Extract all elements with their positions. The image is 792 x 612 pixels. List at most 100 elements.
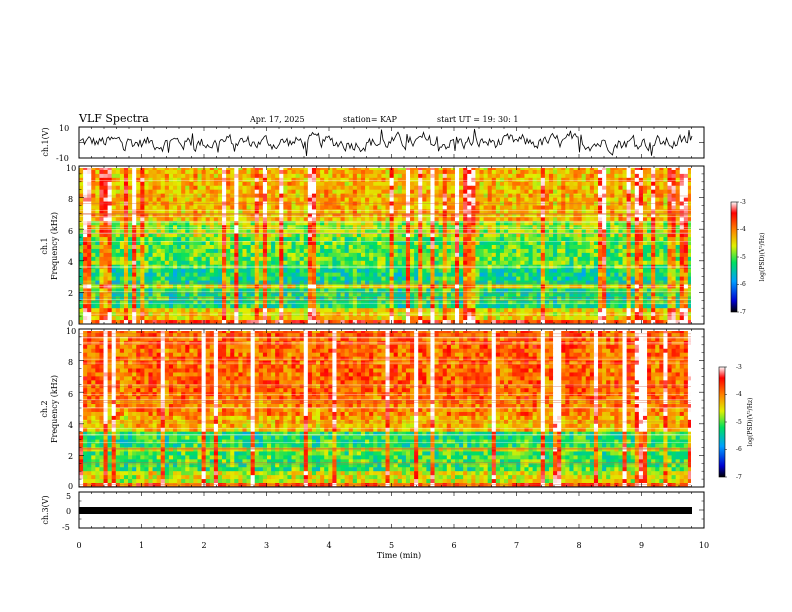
spectrogram-cell xyxy=(205,288,211,293)
spectrogram-cell xyxy=(303,268,309,274)
spectrogram-cell xyxy=(217,189,223,195)
spectrogram-cell xyxy=(83,213,88,218)
spectrogram-cell xyxy=(87,168,92,171)
spectrogram-cell xyxy=(128,217,133,222)
spectrogram-cell xyxy=(356,213,362,218)
spectrogram-cell xyxy=(324,268,329,274)
spectrogram-cell xyxy=(573,252,578,258)
spectrogram-cell xyxy=(524,280,529,285)
spectrogram-cell xyxy=(262,168,268,171)
spectrogram-cell xyxy=(164,229,170,234)
spectrogram-cell xyxy=(512,209,517,214)
spectrogram-cell xyxy=(410,256,415,262)
spectrogram-cell xyxy=(283,217,288,222)
spectrogram-cell xyxy=(234,272,239,277)
spectrogram-cell xyxy=(234,168,239,171)
spectrogram-cell xyxy=(589,209,595,214)
spectrogram-cell xyxy=(340,268,346,274)
spectrogram-cell xyxy=(254,168,260,171)
spectrogram-cell xyxy=(168,264,174,270)
spectrogram-cell xyxy=(160,237,166,242)
spectrogram-cell xyxy=(164,260,170,266)
spectrogram-cell xyxy=(618,233,623,238)
spectrogram-cell xyxy=(667,189,672,195)
spectrogram-cell xyxy=(234,288,239,293)
spectrogram-cell xyxy=(516,260,521,266)
spectrogram-cell xyxy=(581,173,587,179)
spectrogram-cell xyxy=(410,213,415,218)
spectrogram-cell xyxy=(369,264,374,270)
spectrogram-cell xyxy=(83,237,88,242)
spectrogram-cell xyxy=(675,229,681,234)
spectrogram-cell xyxy=(569,284,574,289)
spectrogram-cell xyxy=(128,248,133,254)
spectrogram-cell xyxy=(610,168,615,171)
spectrogram-cell xyxy=(475,280,480,285)
spectrogram-cell xyxy=(442,288,448,293)
spectrogram-cell xyxy=(569,280,574,285)
spectrogram-cell xyxy=(222,189,227,195)
spectrogram-cell xyxy=(516,288,521,293)
spectrogram-cell xyxy=(336,260,341,266)
spectrogram-cell xyxy=(316,272,321,277)
spectrogram-cell xyxy=(642,181,648,187)
spectrogram-cell xyxy=(397,169,403,175)
spectrogram-cell xyxy=(119,280,125,285)
spectrogram-cell xyxy=(352,173,358,179)
spectrogram-cell xyxy=(434,256,440,262)
spectrogram-cell xyxy=(385,168,390,171)
spectrogram-cell xyxy=(675,288,681,293)
spectrogram-cell xyxy=(83,241,88,246)
spectrogram-cell xyxy=(107,237,113,242)
spectrogram-cell xyxy=(360,189,366,195)
spectrogram-cell xyxy=(528,245,534,250)
spectrogram-cell xyxy=(647,280,652,285)
spectrogram-cell xyxy=(168,248,174,254)
spectrogram-cell xyxy=(348,168,354,171)
spectrogram-cell xyxy=(418,181,423,187)
spectrogram-cell xyxy=(119,260,125,266)
spectrogram-cell xyxy=(602,260,607,266)
spectrogram-cell xyxy=(454,205,460,210)
spectrogram-cell xyxy=(675,197,681,202)
spectrogram-cell xyxy=(287,268,292,274)
spectrogram-cell xyxy=(557,260,562,266)
spectrogram-cell xyxy=(446,276,452,281)
spectrogram-cell xyxy=(344,197,350,202)
spectrogram-cell xyxy=(201,284,207,289)
spectrogram-cell xyxy=(222,197,227,202)
spectrogram-cell xyxy=(316,264,321,270)
spectrogram-cell xyxy=(450,229,456,234)
spectrogram-cell xyxy=(250,185,256,191)
spectrogram-cell xyxy=(401,256,407,262)
spectrogram-cell xyxy=(532,233,538,238)
spectrogram-cell xyxy=(328,237,333,242)
spectrogram-cell xyxy=(499,241,505,246)
spectrogram-cell xyxy=(365,229,370,234)
spectrogram-cell xyxy=(581,177,587,183)
spectrogram-cell xyxy=(365,272,370,277)
spectrogram-cell xyxy=(642,276,648,281)
spectrogram-cell xyxy=(271,276,276,281)
spectrogram-cell xyxy=(532,185,538,191)
spectrogram-cell xyxy=(287,272,292,277)
spectrogram-cell xyxy=(103,233,109,238)
spectrogram-cell xyxy=(454,284,460,289)
spectrogram-cell xyxy=(381,272,386,277)
spectrogram-cell xyxy=(410,197,415,202)
spectrogram-cell xyxy=(544,268,550,274)
spectrogram-cell xyxy=(414,268,419,274)
spectrogram-cell xyxy=(422,221,427,226)
spectrogram-cell xyxy=(626,209,632,214)
spectrogram-cell xyxy=(593,288,599,293)
spectrogram-cell xyxy=(638,217,644,222)
spectrogram-cell xyxy=(495,197,501,202)
spectrogram-cell xyxy=(536,209,542,214)
spectrogram-cell xyxy=(83,268,88,274)
spectrogram-cell xyxy=(491,276,497,281)
spectrogram-cell xyxy=(598,260,603,266)
spectrogram-cell xyxy=(524,256,529,262)
spectrogram-cell xyxy=(642,260,648,266)
spectrogram-cell xyxy=(585,205,591,210)
spectrogram-cell xyxy=(479,288,484,293)
